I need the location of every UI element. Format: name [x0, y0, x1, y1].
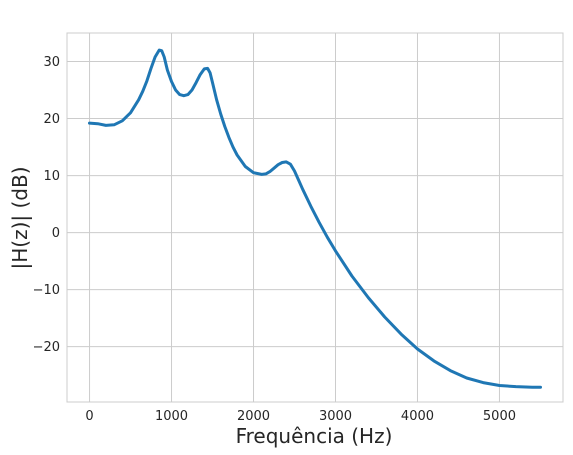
- y-tick-label: 10: [43, 169, 60, 184]
- grid: [67, 33, 563, 402]
- y-tick-label: −10: [33, 283, 60, 298]
- x-tick-label: 4000: [401, 409, 434, 424]
- y-tick-label: 30: [43, 55, 60, 70]
- y-tick-label: 0: [52, 226, 60, 241]
- y-tick-label: 20: [43, 112, 60, 127]
- x-tick-label: 0: [85, 409, 93, 424]
- x-tick-label: 1000: [155, 409, 188, 424]
- x-tick-label: 3000: [319, 409, 352, 424]
- y-axis-ticks: 30 20 10 0 −10 −20: [33, 55, 60, 355]
- x-tick-label: 5000: [483, 409, 516, 424]
- y-tick-label: −20: [33, 340, 60, 355]
- x-axis-ticks: 0 1000 2000 3000 4000 5000: [85, 409, 516, 424]
- x-tick-label: 2000: [237, 409, 270, 424]
- x-axis-label: Frequência (Hz): [236, 424, 393, 448]
- series-line: [88, 48, 542, 389]
- y-axis-label: |H(z)| (dB): [8, 167, 32, 270]
